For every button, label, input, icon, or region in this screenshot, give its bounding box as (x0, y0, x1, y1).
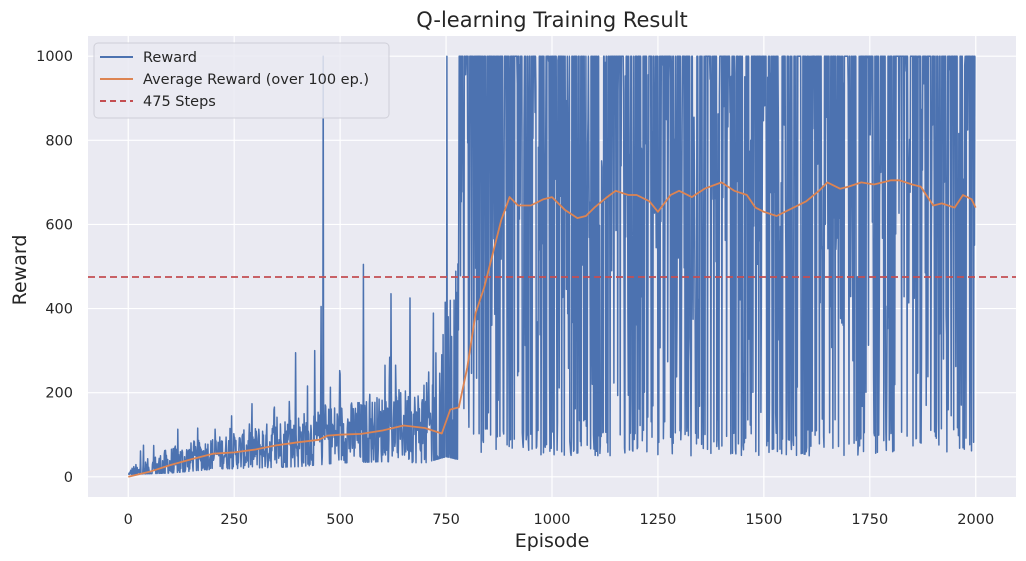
y-tick-label: 0 (64, 470, 73, 486)
x-tick-label: 2000 (957, 512, 994, 528)
y-tick-label: 1000 (36, 49, 73, 65)
average-reward-line (128, 179, 977, 478)
legend-label-threshold: 475 Steps (143, 94, 216, 110)
y-tick-label: 800 (45, 133, 73, 149)
legend: Reward Average Reward (over 100 ep.) 475… (93, 42, 390, 119)
x-tick-label: 1750 (851, 512, 888, 528)
x-tick-label: 750 (432, 512, 460, 528)
legend-label-average: Average Reward (over 100 ep.) (143, 72, 369, 88)
legend-box (93, 42, 390, 119)
x-tick-label: 250 (220, 512, 248, 528)
x-tick-label: 1250 (639, 512, 676, 528)
average-reward-series (128, 179, 977, 478)
legend-label-reward: Reward (143, 50, 197, 66)
x-tick-label: 0 (124, 512, 133, 528)
x-tick-labels: 0 250 500 750 1000 1250 1500 1750 2000 (124, 512, 995, 528)
x-tick-label: 1000 (534, 512, 571, 528)
x-axis-title: Episode (515, 530, 590, 552)
y-tick-labels: 0 200 400 600 800 1000 (36, 49, 73, 486)
chart-title: Q-learning Training Result (416, 8, 687, 32)
y-tick-label: 400 (45, 302, 73, 318)
y-axis-title: Reward (9, 235, 31, 306)
x-tick-label: 1500 (745, 512, 782, 528)
reward-line (127, 55, 976, 475)
x-tick-label: 500 (326, 512, 354, 528)
y-tick-label: 600 (45, 217, 73, 233)
reward-series (127, 55, 976, 475)
y-tick-label: 200 (45, 386, 73, 402)
